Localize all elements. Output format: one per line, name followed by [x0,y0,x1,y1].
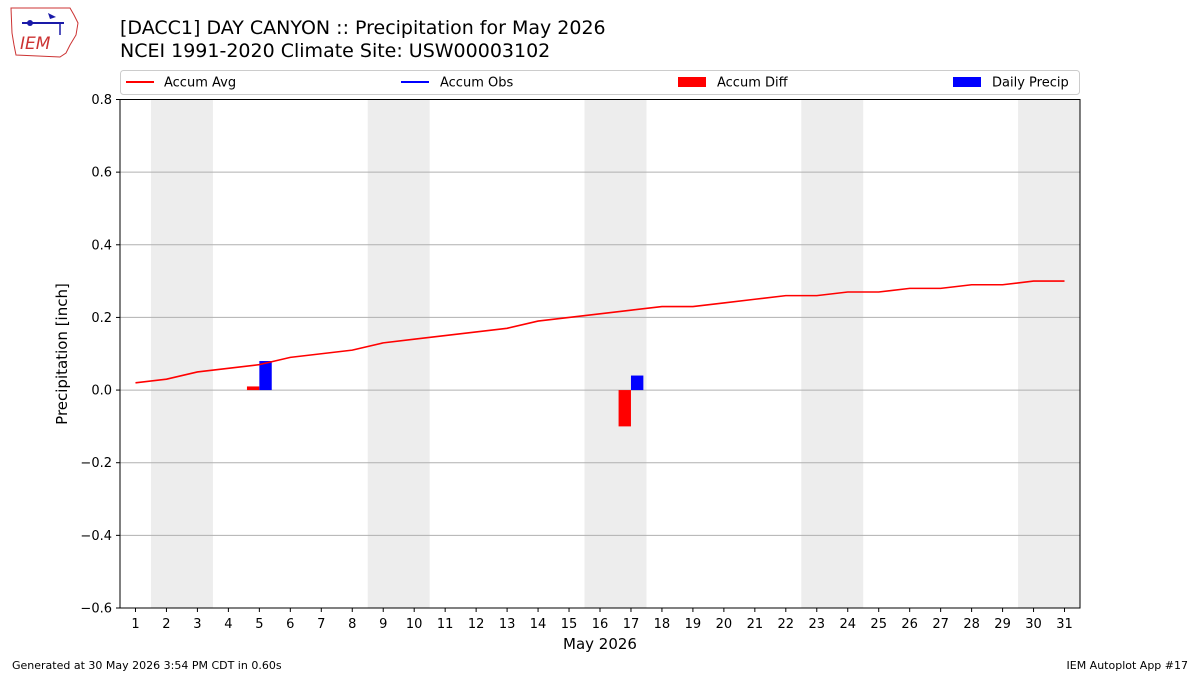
y-tick-label: −0.2 [80,456,112,471]
legend-label: Accum Obs [440,76,513,91]
legend-swatch [678,77,706,87]
x-tick-label: 29 [994,617,1011,632]
legend-label: Accum Avg [164,76,236,91]
x-tick-label: 1 [131,617,139,632]
diff-bar [618,390,631,427]
x-tick-label: 11 [437,617,454,632]
y-tick-label: 0.0 [91,384,112,399]
x-tick-label: 4 [224,617,232,632]
y-tick-label: −0.6 [80,602,112,617]
daily-precip-bar [630,375,644,391]
y-tick-label: 0.2 [91,311,112,326]
logo-text: IEM [20,34,51,54]
x-tick-label: 8 [348,617,356,632]
weekend-band [1018,99,1080,608]
x-tick-label: 20 [716,617,733,632]
legend-label: Accum Diff [717,76,789,91]
y-axis-label: Precipitation [inch] [53,283,71,425]
legend: Accum Avg Accum Obs Accum Diff Daily Precip [120,70,1080,95]
x-tick-label: 28 [963,617,980,632]
x-tick-label: 3 [193,617,201,632]
footer-app-id: IEM Autoplot App #17 [1066,659,1189,672]
lines [135,280,1065,384]
legend-label: Daily Precip [992,76,1069,91]
footer-generated: Generated at 30 May 2026 3:54 PM CDT in … [12,659,282,672]
bars [246,361,644,427]
x-tick-label: 7 [317,617,325,632]
weekend-band [150,99,213,608]
weekend-shading [150,99,1080,608]
accum-avg-line [135,280,1065,384]
x-tick-label: 25 [870,617,887,632]
y-tick-label: 0.4 [91,238,112,253]
x-tick-label: 2 [162,617,170,632]
x-tick-label: 13 [499,617,516,632]
x-tick-label: 17 [623,617,640,632]
x-tick-label: 18 [654,617,671,632]
legend-box [120,70,1080,95]
x-tick-label: 30 [1025,617,1042,632]
x-tick-label: 24 [839,617,856,632]
y-axis: −0.6 −0.4 −0.2 0.0 0.2 0.4 0.6 0.8 [80,93,120,617]
iem-logo: IEM [10,7,79,58]
x-tick-label: 10 [406,617,423,632]
x-tick-label: 23 [809,617,826,632]
x-tick-label: 9 [379,617,387,632]
x-tick-label: 16 [592,617,609,632]
daily-precip-bar [259,361,272,391]
x-tick-label: 27 [932,617,949,632]
x-tick-label: 26 [901,617,918,632]
weekend-band [584,99,647,608]
legend-swatch [953,77,981,87]
y-tick-label: 0.8 [91,93,112,108]
x-tick-label: 5 [255,617,263,632]
weekend-band [367,99,430,608]
x-axis: 1 2 3 4 5 6 7 8 9 10 11 12 13 14 15 16 17 18 19 20 21 22 23 24 2… [131,608,1073,632]
chart-subtitle: NCEI 1991-2020 Climate Site: USW00003102 [120,40,551,62]
y-tick-label: 0.6 [91,166,112,181]
x-tick-label: 19 [685,617,702,632]
x-tick-label: 6 [286,617,294,632]
weekend-band [801,99,864,608]
x-axis-label: May 2026 [563,635,637,653]
diff-bar [246,386,260,391]
x-tick-label: 12 [468,617,485,632]
x-tick-label: 22 [778,617,795,632]
x-tick-label: 31 [1056,617,1073,632]
chart-title: [DACC1] DAY CANYON :: Precipitation for … [120,17,606,39]
x-tick-label: 15 [561,617,578,632]
y-tick-label: −0.4 [80,529,112,544]
x-tick-label: 14 [530,617,547,632]
x-tick-label: 21 [747,617,764,632]
